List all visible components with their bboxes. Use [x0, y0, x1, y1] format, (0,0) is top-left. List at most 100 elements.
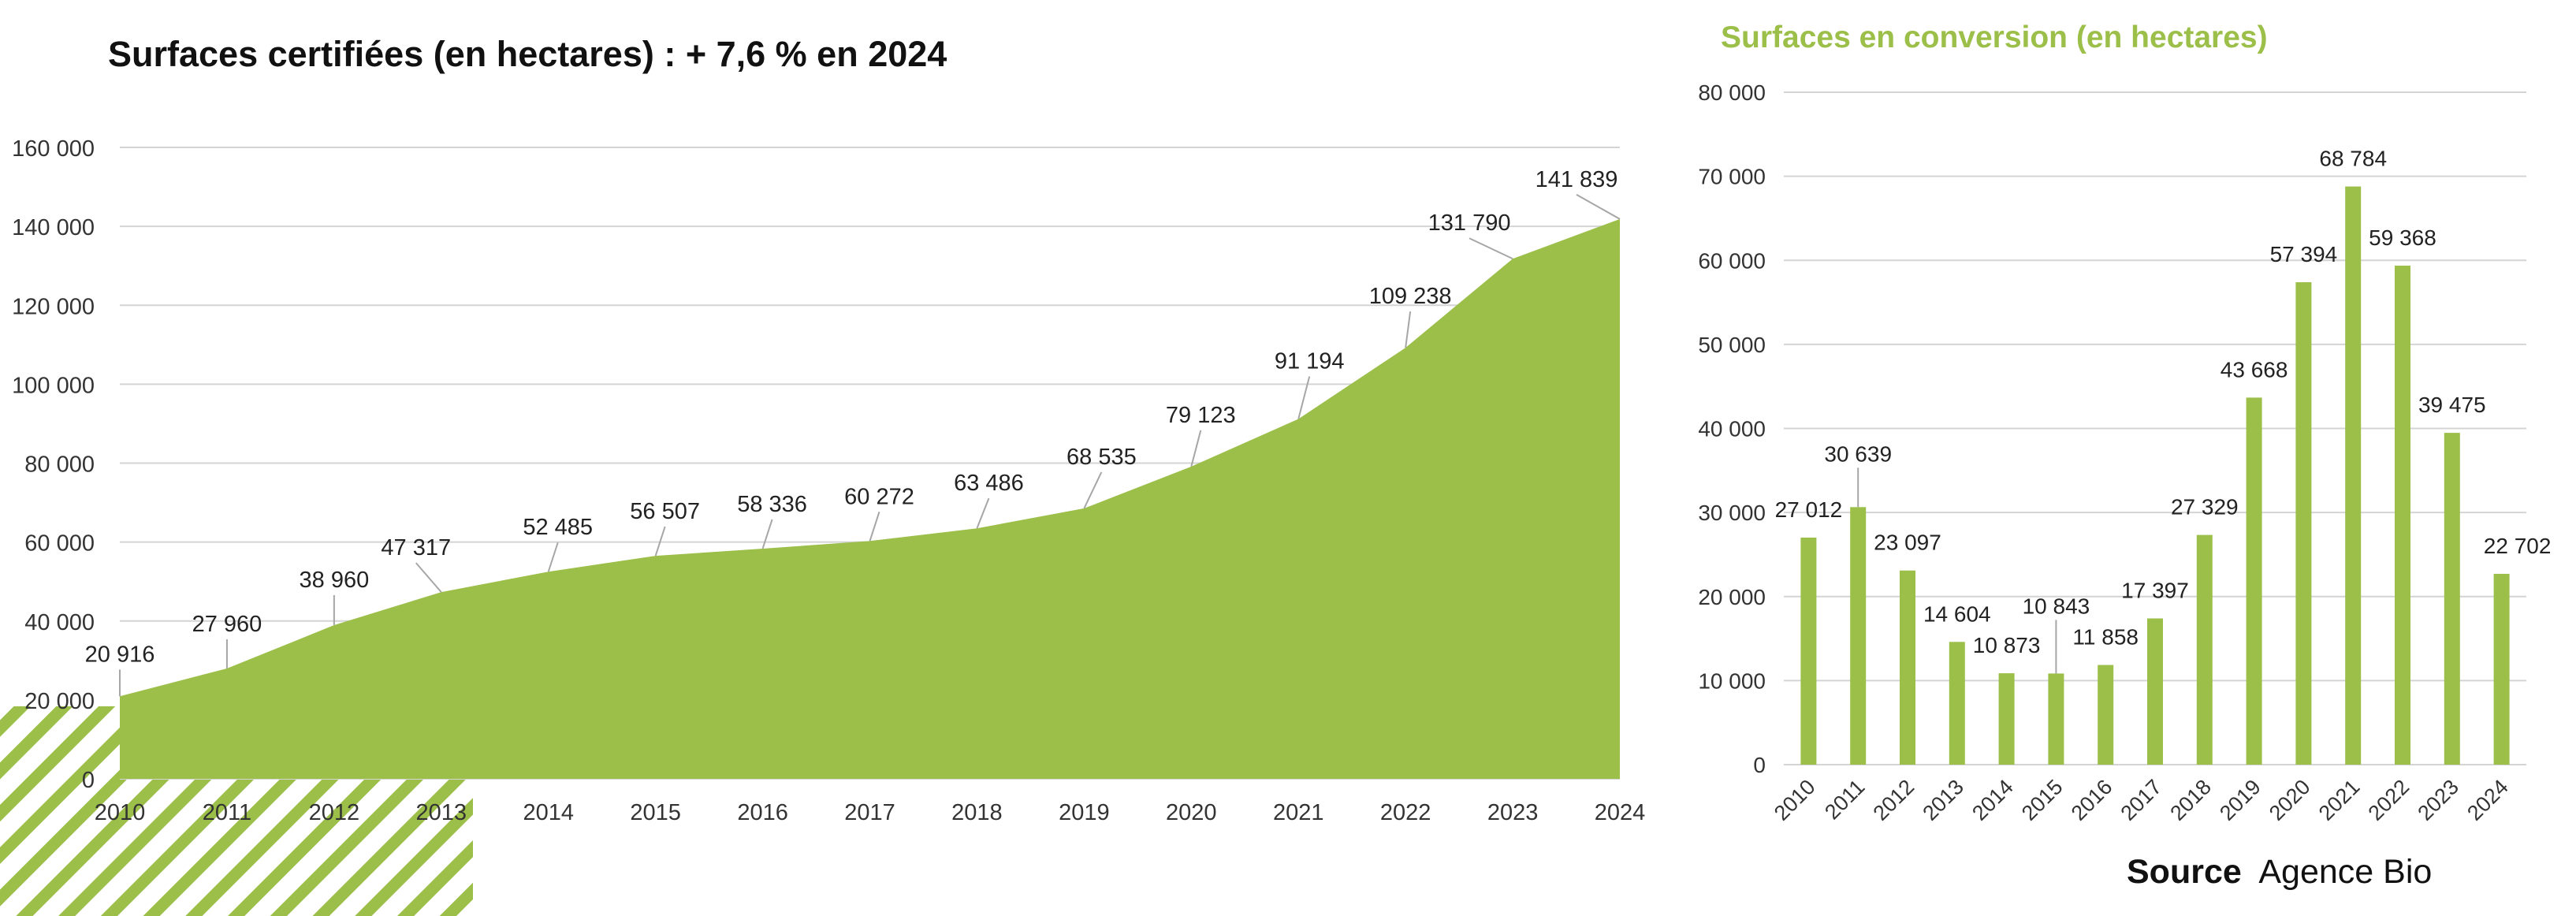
area-fill: [120, 218, 1620, 779]
right-data-label: 22 702: [2484, 534, 2552, 558]
right-data-labels: 27 012 30 639 23 097 14 604 10 873 10 843 11 8…: [1775, 147, 2552, 674]
right-x-tick-label: 2024: [2462, 775, 2513, 825]
right-data-label: 10 843: [2023, 594, 2090, 618]
right-data-label: 10 873: [1973, 633, 2041, 657]
left-y-axis: 0 20 000 40 000 60 000 80 000 100 000 120 000 1…: [12, 136, 95, 793]
right-y-tick-label: 20 000: [1698, 585, 1766, 609]
left-leader-line: [761, 519, 773, 549]
left-y-tick-label: 100 000: [12, 373, 95, 398]
right-y-tick-label: 80 000: [1698, 80, 1766, 105]
right-bar-chart: Surfaces en conversion (en hectares) 0 10…: [1698, 20, 2551, 825]
right-x-tick-label: 2018: [2165, 775, 2216, 825]
left-x-tick-label: 2021: [1273, 800, 1324, 825]
left-data-label: 91 194: [1275, 348, 1345, 374]
left-y-tick-label: 20 000: [24, 689, 95, 714]
bar: [1800, 537, 1817, 765]
bar: [2098, 665, 2114, 765]
right-data-label: 68 784: [2319, 147, 2387, 171]
bar: [2196, 534, 2213, 765]
right-x-tick-label: 2012: [1869, 775, 1919, 825]
bar: [2493, 573, 2510, 765]
left-data-label: 60 272: [844, 484, 914, 509]
left-data-labels: 20 916 27 960 38 960 47 317 52 485 56 507 58 3…: [85, 167, 1621, 697]
left-area-chart: Surfaces certifiées (en hectares) : + 7,…: [12, 34, 1645, 825]
right-data-label: 11 858: [2072, 625, 2139, 650]
left-leader-line: [415, 562, 442, 593]
right-data-label: 27 012: [1775, 497, 1843, 522]
right-x-tick-label: 2022: [2364, 775, 2414, 825]
right-x-tick-label: 2019: [2215, 775, 2265, 825]
right-y-tick-label: 60 000: [1698, 248, 1766, 273]
left-leader-line: [547, 542, 559, 572]
right-x-axis: 2010 2011 2012 2013 2014 2015 2016 2017 2018 2019…: [1770, 775, 2513, 825]
right-data-label: 17 397: [2121, 579, 2189, 603]
right-y-tick-label: 70 000: [1698, 165, 1766, 189]
left-leader-line: [654, 526, 666, 557]
left-x-tick-label: 2013: [416, 800, 467, 825]
left-data-label: 27 960: [192, 612, 262, 637]
right-x-tick-label: 2015: [2017, 775, 2068, 825]
left-x-tick-label: 2018: [951, 800, 1003, 825]
bar: [1998, 673, 2015, 765]
left-y-tick-label: 160 000: [12, 136, 95, 162]
right-data-label: 30 639: [1824, 441, 1892, 466]
bar: [2345, 186, 2362, 765]
source-label: Source: [2127, 853, 2242, 891]
left-x-tick-label: 2019: [1059, 800, 1110, 825]
right-data-label: 27 329: [2171, 495, 2239, 519]
left-leader-line: [1469, 237, 1513, 260]
left-data-label: 131 790: [1428, 210, 1511, 236]
right-chart-title: Surfaces en conversion (en hectares): [1721, 20, 2268, 54]
left-leader-line: [976, 497, 990, 529]
right-x-tick-label: 2014: [1967, 775, 2018, 825]
left-data-label: 63 486: [954, 471, 1024, 496]
left-x-tick-label: 2012: [309, 800, 360, 825]
left-leader-line: [1576, 194, 1621, 220]
right-y-tick-label: 40 000: [1698, 417, 1766, 441]
source-note: Source Agence Bio: [2127, 853, 2432, 891]
right-y-tick-label: 0: [1753, 753, 1766, 777]
left-x-tick-label: 2022: [1380, 800, 1431, 825]
left-x-tick-label: 2014: [523, 800, 574, 825]
left-x-tick-label: 2024: [1595, 800, 1646, 825]
left-chart-title: Surfaces certifiées (en hectares) : + 7,…: [108, 34, 947, 74]
left-x-tick-label: 2016: [737, 800, 788, 825]
left-data-label: 56 507: [630, 499, 700, 524]
left-x-tick-label: 2020: [1166, 800, 1217, 825]
left-x-axis: 2010 2011 2012 2013 2014 2015 2016 2017 2018 2019…: [95, 800, 1646, 825]
left-y-tick-label: 0: [82, 768, 95, 793]
left-leader-line: [1190, 430, 1202, 467]
left-data-label: 38 960: [300, 568, 370, 593]
right-data-label: 57 394: [2270, 242, 2338, 266]
right-data-label: 39 475: [2418, 393, 2486, 417]
right-y-tick-label: 30 000: [1698, 501, 1766, 525]
left-y-tick-label: 60 000: [24, 531, 95, 557]
right-bar-series: [1800, 186, 2510, 765]
left-leader-line: [1083, 471, 1103, 509]
right-x-tick-label: 2010: [1770, 775, 1820, 825]
bar: [2147, 618, 2163, 765]
bar: [1949, 642, 1965, 765]
right-y-tick-label: 10 000: [1698, 668, 1766, 693]
right-data-label: 59 368: [2369, 225, 2436, 250]
left-data-label: 141 839: [1536, 167, 1618, 192]
right-x-tick-label: 2013: [1918, 775, 1968, 825]
left-x-tick-label: 2023: [1487, 800, 1539, 825]
left-x-tick-label: 2017: [844, 800, 895, 825]
left-y-tick-label: 120 000: [12, 294, 95, 319]
left-y-tick-label: 140 000: [12, 215, 95, 240]
right-x-tick-label: 2020: [2265, 775, 2315, 825]
right-x-tick-label: 2016: [2067, 775, 2117, 825]
left-x-tick-label: 2010: [95, 800, 146, 825]
right-y-axis: 0 10 000 20 000 30 000 40 000 50 000 60 000 70 …: [1698, 80, 1766, 777]
left-data-label: 109 238: [1369, 284, 1452, 309]
bar: [2444, 433, 2460, 765]
left-data-label: 52 485: [523, 515, 593, 540]
left-leader-line: [869, 511, 880, 542]
left-x-tick-label: 2011: [203, 800, 251, 825]
left-data-label: 68 535: [1067, 445, 1137, 470]
bar: [2048, 673, 2064, 765]
left-x-tick-label: 2015: [630, 800, 681, 825]
right-x-tick-label: 2023: [2413, 775, 2463, 825]
